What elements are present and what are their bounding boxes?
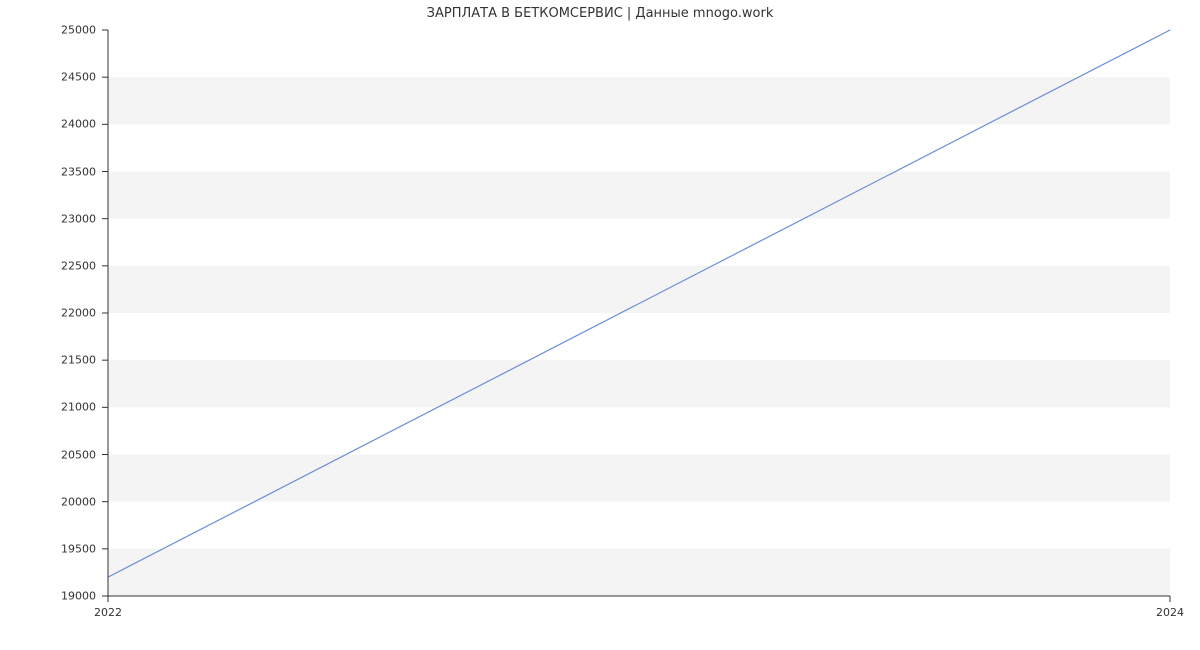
line-chart: [0, 0, 1200, 650]
